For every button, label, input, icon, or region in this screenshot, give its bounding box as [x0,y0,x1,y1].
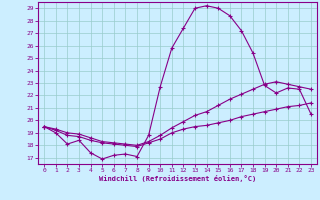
X-axis label: Windchill (Refroidissement éolien,°C): Windchill (Refroidissement éolien,°C) [99,175,256,182]
